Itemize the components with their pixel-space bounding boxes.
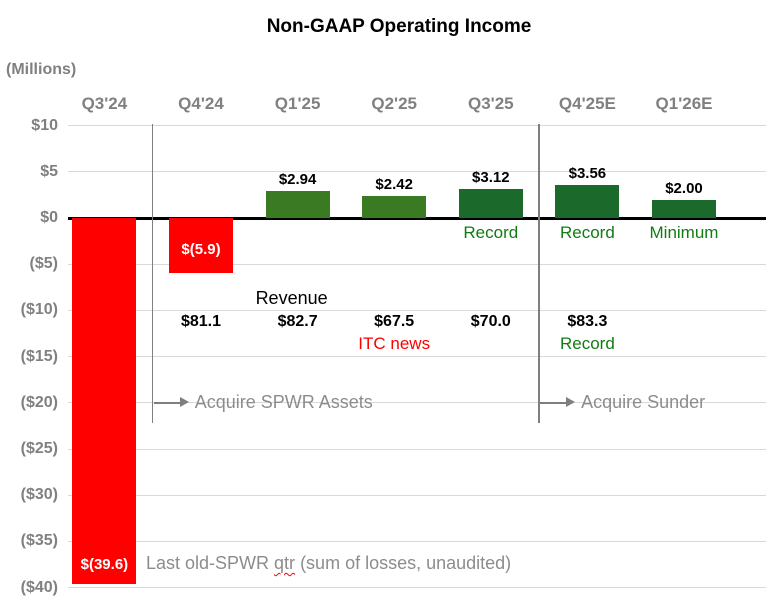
column-header: Q4'25E	[558, 94, 616, 113]
bar-value-label: $(39.6)	[80, 555, 129, 573]
y-tick-label: ($25)	[20, 440, 58, 457]
revenue-note: ITC news	[358, 334, 431, 353]
bar-value-label: $3.12	[472, 169, 510, 187]
y-tick-label: ($15)	[20, 347, 58, 365]
bar	[458, 189, 523, 218]
revenue-value: $67.5	[374, 313, 415, 330]
y-tick-label: $5	[40, 162, 58, 180]
y-tick-label: ($10)	[20, 301, 58, 319]
arrow-head-icon	[179, 397, 189, 408]
grid-line	[68, 125, 766, 127]
revenue-value: $70.0	[470, 313, 511, 330]
bar-value-label: $(5.9)	[181, 241, 221, 259]
bar	[265, 190, 330, 218]
y-tick-label: $10	[31, 116, 58, 134]
bar-value-label: $2.00	[665, 179, 703, 197]
chart-title: Non-GAAP Operating Income	[266, 16, 532, 37]
arrow-line	[153, 401, 180, 404]
arrow-head-icon	[566, 397, 576, 408]
arrow-line	[540, 401, 567, 404]
y-tick-label: $0	[40, 209, 58, 226]
grid-line	[68, 356, 766, 358]
footnote-text-prefix: Last old-SPWR	[146, 553, 275, 573]
divider-annotation: Acquire Sunder	[581, 391, 706, 412]
grid-line	[68, 402, 766, 404]
revenue-value: $83.3	[567, 313, 608, 330]
column-header: Q1'26E	[655, 94, 713, 113]
grid-line	[68, 171, 766, 173]
bar-note: Record	[559, 223, 615, 242]
revenue-note: Record	[559, 334, 615, 353]
bar-note: Minimum	[649, 223, 719, 242]
zero-axis-line	[68, 216, 766, 220]
grid-line	[68, 263, 766, 265]
y-tick-label: ($5)	[29, 255, 58, 273]
footnote: Last old-SPWR qtr (sum of losses, unaudi…	[146, 553, 511, 574]
bar-value-label: $3.56	[568, 165, 607, 183]
grid-line	[68, 309, 766, 311]
divider-annotation: Acquire SPWR Assets	[194, 391, 373, 412]
column-header: Q3'25	[467, 94, 514, 113]
footnote-flagged-word: qtr	[274, 553, 296, 573]
footnote-text-suffix: (sum of losses, unaudited)	[295, 553, 512, 573]
grid-line	[68, 587, 766, 589]
bar	[555, 185, 620, 218]
column-header: Q2'25	[371, 94, 417, 113]
column-header: Q3'24	[81, 94, 128, 113]
y-tick-label: ($40)	[20, 578, 58, 596]
y-tick-label: ($20)	[20, 393, 58, 411]
revenue-row-label: Revenue	[255, 288, 328, 308]
bar	[72, 218, 137, 584]
bar-value-label: $2.42	[375, 175, 413, 193]
divider-line	[538, 124, 540, 423]
grid-line	[68, 494, 766, 496]
bar-note: Record	[463, 223, 519, 242]
column-header: Q1'25	[274, 94, 321, 113]
y-tick-label: ($35)	[20, 532, 58, 550]
revenue-value: $81.1	[180, 313, 222, 330]
column-header: Q4'24	[178, 94, 224, 113]
grid-line	[68, 448, 766, 450]
divider-line	[151, 124, 154, 423]
revenue-value: $82.7	[277, 313, 318, 330]
y-tick-label: ($30)	[20, 486, 58, 504]
bar-value-label: $2.94	[278, 170, 317, 188]
bar	[652, 199, 716, 218]
grid-line	[68, 540, 766, 542]
bar	[169, 218, 233, 273]
axis-units-label: (Millions)	[6, 61, 77, 78]
bar	[362, 195, 427, 218]
